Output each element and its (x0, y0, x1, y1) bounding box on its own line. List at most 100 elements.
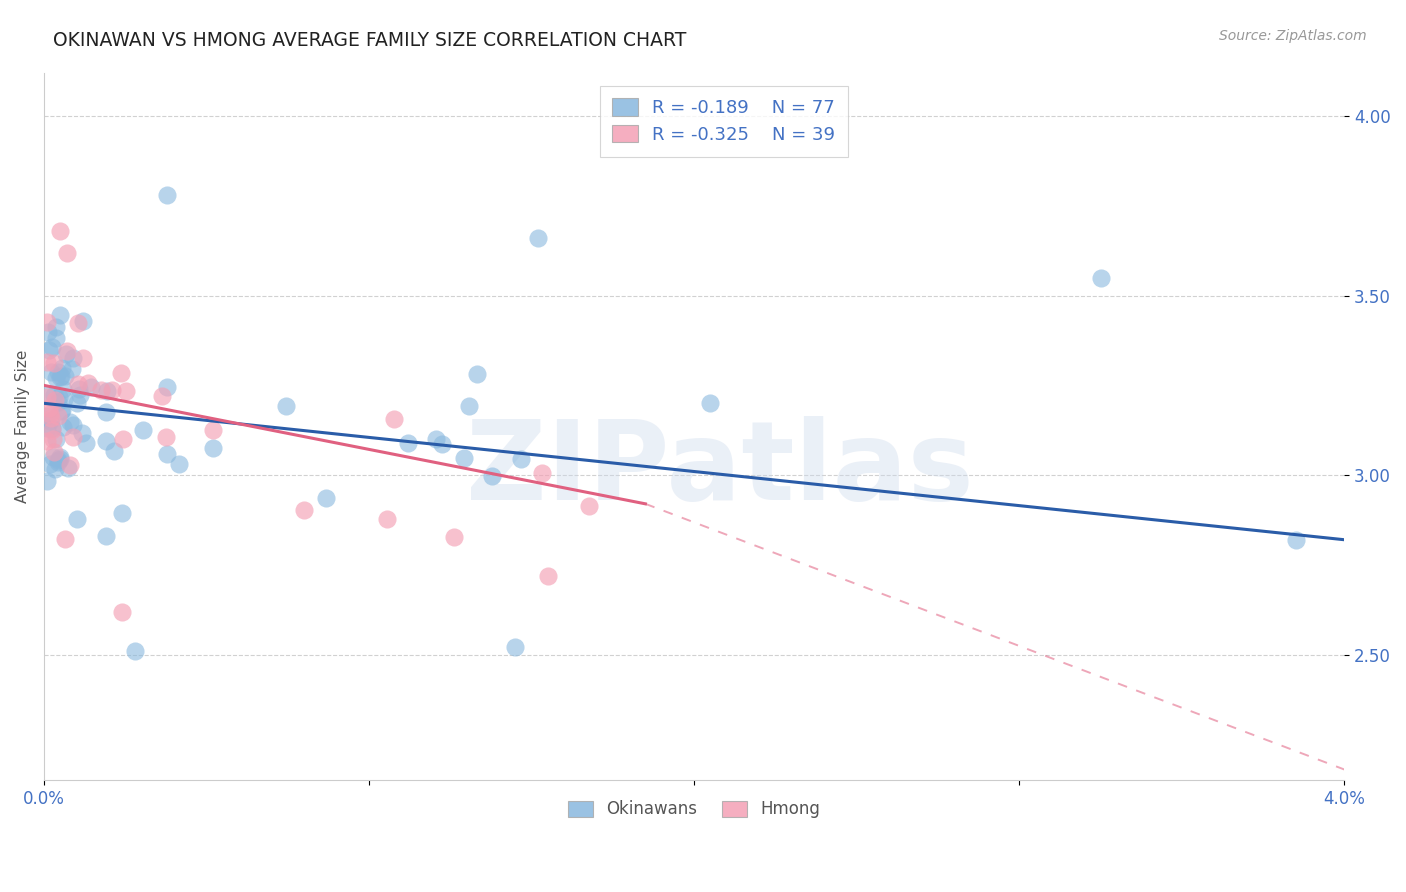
Point (42, 356, 65, 370)
Point (41, 340, 63, 354)
Point (66, 511, 89, 525)
Point (96, 384, 118, 398)
Point (396, 435, 419, 450)
Point (41, 432, 63, 446)
Point (100, 383, 122, 397)
Point (457, 399, 479, 413)
Point (49, 450, 72, 464)
Point (46, 453, 69, 467)
Point (41, 424, 63, 438)
Point (156, 188, 179, 202)
Point (132, 423, 155, 437)
Point (111, 432, 134, 446)
Point (62, 417, 84, 432)
Y-axis label: Average Family Size: Average Family Size (15, 350, 30, 503)
Point (39, 458, 62, 472)
Point (66, 316, 89, 330)
Point (67, 382, 90, 396)
Point (70, 425, 93, 440)
Point (37, 355, 59, 369)
Point (44, 462, 66, 476)
Point (56, 344, 79, 359)
Point (55, 347, 77, 361)
Point (201, 423, 224, 437)
Point (699, 396, 721, 410)
Point (37, 325, 59, 339)
Point (62, 351, 84, 365)
Point (53, 392, 76, 406)
Point (453, 451, 475, 466)
Point (467, 368, 489, 382)
Point (150, 389, 173, 403)
Point (37, 386, 59, 401)
Point (53, 369, 76, 384)
Point (72, 351, 94, 366)
Point (52, 382, 75, 396)
Point (51, 360, 73, 375)
Point (38, 414, 60, 428)
Point (51, 368, 73, 383)
Point (46, 394, 69, 409)
Point (37, 475, 59, 489)
Point (39, 411, 62, 425)
Point (39, 366, 62, 380)
Point (59, 458, 82, 473)
Point (96, 528, 118, 542)
Text: OKINAWAN VS HMONG AVERAGE FAMILY SIZE CORRELATION CHART: OKINAWAN VS HMONG AVERAGE FAMILY SIZE CO… (53, 31, 686, 50)
Point (72, 314, 94, 328)
Legend: Okinawans, Hmong: Okinawans, Hmong (561, 794, 827, 825)
Point (156, 447, 179, 461)
Point (1285, 533, 1308, 547)
Point (56, 460, 79, 475)
Point (45, 371, 67, 385)
Point (537, 568, 560, 582)
Point (38, 401, 60, 415)
Point (292, 502, 315, 516)
Point (578, 500, 600, 514)
Point (481, 468, 503, 483)
Point (48, 451, 70, 466)
Point (41, 421, 63, 435)
Point (37, 315, 59, 329)
Point (49, 369, 72, 384)
Point (114, 384, 136, 399)
Point (46, 409, 69, 423)
Point (111, 506, 134, 520)
Point (42, 450, 65, 464)
Point (37, 434, 59, 449)
Point (38, 343, 60, 357)
Point (59, 415, 82, 429)
Point (530, 466, 553, 480)
Point (509, 452, 531, 467)
Point (110, 366, 132, 380)
Point (375, 511, 398, 525)
Point (1090, 270, 1112, 285)
Point (505, 640, 527, 655)
Point (48, 390, 70, 404)
Point (111, 605, 134, 619)
Point (60, 362, 83, 376)
Point (46, 365, 69, 379)
Text: Source: ZipAtlas.com: Source: ZipAtlas.com (1219, 29, 1367, 43)
Point (103, 443, 125, 458)
Text: ZIPatlas: ZIPatlas (467, 416, 974, 523)
Point (51, 402, 73, 417)
Point (77, 376, 100, 390)
Point (80, 380, 103, 394)
Point (42, 445, 65, 459)
Point (37, 420, 59, 434)
Point (382, 412, 405, 426)
Point (45, 330, 67, 344)
Point (46, 454, 69, 468)
Point (94, 434, 117, 448)
Point (37, 390, 59, 404)
Point (39, 408, 62, 422)
Point (55, 245, 77, 260)
Point (44, 392, 66, 407)
Point (48, 309, 70, 323)
Point (169, 457, 191, 471)
Point (527, 231, 550, 245)
Point (67, 376, 90, 391)
Point (425, 432, 447, 446)
Point (42, 388, 65, 402)
